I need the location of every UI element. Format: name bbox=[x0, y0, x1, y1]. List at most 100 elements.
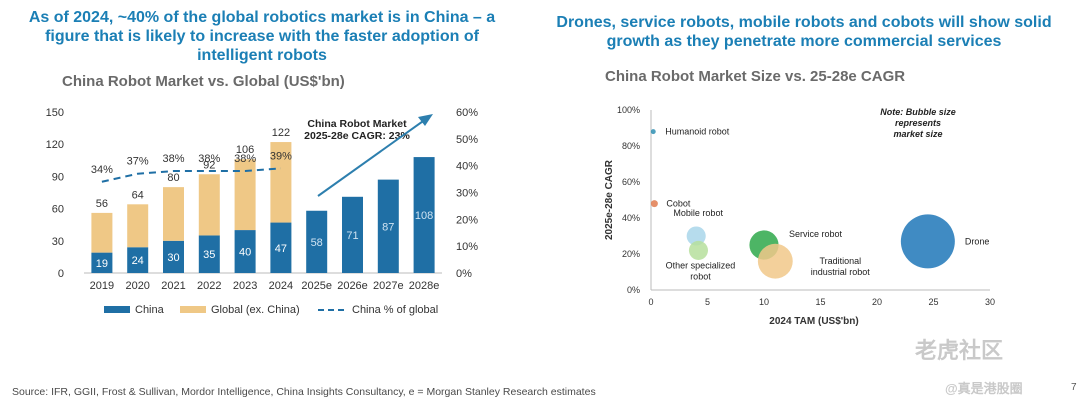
bar-china-label: 71 bbox=[346, 230, 358, 242]
bubble-point bbox=[650, 200, 658, 208]
legend-swatch-global bbox=[180, 306, 206, 313]
bar-global bbox=[127, 204, 149, 248]
bubble-y-tick-label: 100% bbox=[617, 105, 640, 115]
bubble-point-label: Humanoid robot bbox=[665, 127, 730, 137]
watermark-handle: @真是港股圈 bbox=[945, 381, 1023, 396]
x-tick-label: 2026e bbox=[337, 280, 368, 292]
bubble-point-label: Mobile robot bbox=[673, 208, 723, 218]
bar-china-label: 35 bbox=[203, 249, 215, 261]
bar-total-label: 122 bbox=[272, 127, 290, 139]
bubble-point-label: Cobot bbox=[666, 199, 691, 209]
bar-china bbox=[91, 252, 113, 273]
bubble-point bbox=[757, 243, 793, 279]
legend-swatch-china bbox=[104, 306, 130, 313]
bubble-y-tick-label: 0% bbox=[627, 285, 640, 295]
bar-china bbox=[127, 247, 149, 273]
x-tick-label: 2019 bbox=[90, 280, 114, 292]
series-line-china-pct bbox=[101, 167, 281, 183]
y2-tick-label: 20% bbox=[456, 214, 478, 226]
bubble-note-line: market size bbox=[893, 129, 942, 139]
x-tick-label: 2021 bbox=[161, 280, 185, 292]
bubble-x-tick-label: 15 bbox=[815, 297, 825, 307]
pct-label: 39% bbox=[270, 150, 292, 162]
x-tick-label: 2027e bbox=[373, 280, 404, 292]
cagr-arrow-shaft bbox=[317, 118, 427, 197]
pct-label: 38% bbox=[162, 153, 184, 165]
y-tick-label: 60 bbox=[52, 204, 64, 216]
x-tick-label: 2024 bbox=[269, 280, 293, 292]
bar-china-label: 30 bbox=[167, 252, 179, 264]
bar-china bbox=[413, 157, 435, 273]
bar-china bbox=[306, 210, 328, 273]
headline-left: As of 2024, ~40% of the global robotics … bbox=[28, 9, 496, 64]
bar-china-label: 58 bbox=[311, 237, 323, 249]
x-tick-label: 2025e bbox=[301, 280, 332, 292]
bubble-note-line: Note: Bubble size bbox=[880, 107, 956, 117]
pct-label: 34% bbox=[91, 164, 113, 176]
bar-global bbox=[163, 187, 184, 241]
bubble-y-tick-label: 40% bbox=[622, 213, 640, 223]
bubble-point bbox=[688, 240, 709, 260]
bar-china bbox=[198, 235, 220, 273]
bar-global bbox=[91, 212, 113, 253]
watermark-logo: 老虎社区 bbox=[915, 338, 1004, 363]
bubble-x-tick-label: 0 bbox=[648, 297, 653, 307]
legend-label-line: China % of global bbox=[352, 304, 438, 316]
bubble-x-tick-label: 25 bbox=[928, 297, 938, 307]
bubble-point bbox=[650, 129, 656, 135]
bubble-point-label: Drone bbox=[965, 236, 990, 246]
bubble-point-label: robot bbox=[690, 271, 711, 281]
y2-tick-label: 0% bbox=[456, 268, 472, 280]
bar-china-label: 47 bbox=[275, 243, 287, 255]
bar-total-label: 106 bbox=[236, 144, 254, 156]
legend-label-china: China bbox=[135, 304, 165, 316]
bubble-y-tick-label: 60% bbox=[622, 177, 640, 187]
page-number: 7 bbox=[1071, 382, 1077, 393]
bar-chart: 0 30 60 90 120 150 0% 10% 20% 30% 40% 50% 60% 19 56 201… bbox=[46, 107, 479, 316]
y2-tick-label: 10% bbox=[456, 241, 478, 253]
bubble-note-line: represents bbox=[895, 118, 941, 128]
bubble-point-label: Service robot bbox=[789, 229, 843, 239]
bar-china-label: 40 bbox=[239, 247, 251, 259]
bar-china-label: 87 bbox=[382, 221, 394, 233]
bar-global bbox=[198, 174, 220, 236]
bar-china-label: 24 bbox=[132, 255, 144, 267]
cagr-annotation-line2: 2025-28e CAGR: 23% bbox=[304, 130, 410, 142]
x-tick-label: 2022 bbox=[197, 280, 221, 292]
y-tick-label: 0 bbox=[58, 268, 64, 280]
y2-tick-label: 30% bbox=[456, 188, 478, 200]
y2-tick-label: 50% bbox=[456, 134, 478, 146]
y2-tick-label: 40% bbox=[456, 161, 478, 173]
bar-china-label: 19 bbox=[96, 258, 108, 270]
bubble-x-tick-label: 5 bbox=[705, 297, 710, 307]
bar-china bbox=[234, 230, 256, 273]
x-tick-label: 2023 bbox=[233, 280, 257, 292]
source-note: Source: IFR, GGII, Frost & Sullivan, Mor… bbox=[12, 386, 596, 398]
bar-global bbox=[270, 142, 292, 223]
bar-total-label: 64 bbox=[132, 189, 144, 201]
pct-label: 37% bbox=[127, 156, 149, 168]
bubble-y-axis-title: 2025e-28e CAGR bbox=[604, 159, 615, 240]
bubble-x-tick-label: 20 bbox=[872, 297, 882, 307]
bar-china bbox=[270, 222, 292, 273]
y-tick-label: 120 bbox=[46, 139, 64, 151]
bubble-point-label: Traditional bbox=[819, 256, 861, 266]
bubble-x-tick-label: 30 bbox=[985, 297, 995, 307]
bar-chart-title: China Robot Market vs. Global (US$'bn) bbox=[62, 73, 345, 90]
bubble-chart-title: China Robot Market Size vs. 25-28e CAGR bbox=[605, 68, 906, 85]
bar-china bbox=[342, 196, 363, 273]
headline-right: Drones, service robots, mobile robots an… bbox=[556, 14, 1052, 50]
bar-china bbox=[163, 240, 184, 273]
bar-total-label: 92 bbox=[203, 159, 215, 171]
cagr-annotation-line1: China Robot Market bbox=[307, 118, 407, 130]
bubble-y-tick-label: 20% bbox=[622, 249, 640, 259]
legend-label-global: Global (ex. China) bbox=[211, 304, 300, 316]
x-tick-label: 2028e bbox=[409, 280, 440, 292]
bubble-chart: 0% 20% 40% 60% 80% 100% 0 5 10 15 20 25 30 2024 TAM (… bbox=[604, 105, 995, 327]
bubble-point bbox=[686, 226, 706, 246]
bar-china-label: 108 bbox=[415, 210, 433, 222]
y-tick-label: 150 bbox=[46, 107, 64, 119]
bubble-point-label: Other specialized bbox=[666, 260, 736, 270]
bubble-x-axis-title: 2024 TAM (US$'bn) bbox=[769, 316, 858, 327]
y2-tick-label: 60% bbox=[456, 107, 478, 119]
